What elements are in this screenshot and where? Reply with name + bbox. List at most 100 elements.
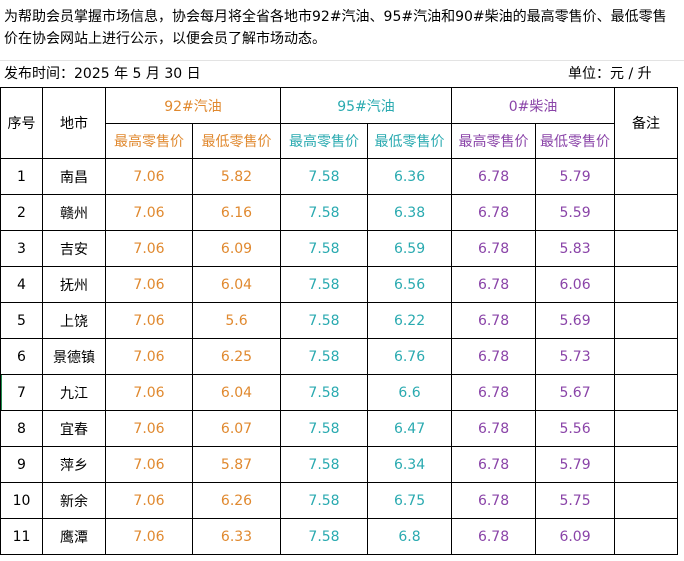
cell-remark [614,446,679,483]
cell-diesel0-max: 6.78 [451,446,537,483]
cell-gas92-max: 7.06 [105,302,193,339]
cell-city: 上饶 [42,302,106,339]
cell-remark [614,518,679,555]
intro-paragraph: 为帮助会员掌握市场信息，协会每月将全省各地市92#汽油、95#汽油和90#柴油的… [4,9,667,47]
header-gas95-max: 最高零售价 [280,123,369,159]
cell-gas92-min: 6.26 [191,482,282,519]
cell-seq: 8 [0,410,43,447]
cell-gas95-max: 7.58 [280,338,369,375]
table-row: 3 吉安 7.06 6.09 7.58 6.59 6.78 5.83 [0,230,679,267]
cell-gas92-min: 6.09 [191,230,282,267]
cell-gas92-min: 6.33 [191,518,282,555]
cell-gas92-max: 7.06 [105,266,193,303]
cell-gas92-max: 7.06 [105,194,193,231]
cell-diesel0-min: 5.59 [535,194,616,231]
cell-seq: 6 [0,338,43,375]
cell-city: 鹰潭 [42,518,106,555]
cell-remark [614,338,679,375]
table-row: 4 抚州 7.06 6.04 7.58 6.56 6.78 6.06 [0,266,679,303]
header-gas92-min: 最低零售价 [191,123,282,159]
table-row: 6 景德镇 7.06 6.25 7.58 6.76 6.78 5.73 [0,338,679,375]
publish-info-row: 发布时间：2025 年 5 月 30 日 单位：元 / 升 [0,60,684,87]
cell-seq: 9 [0,446,43,483]
cell-diesel0-max: 6.78 [451,482,537,519]
cell-city: 赣州 [42,194,106,231]
cell-gas95-min: 6.8 [367,518,453,555]
cell-diesel0-min: 5.79 [535,158,616,195]
cell-seq: 2 [0,194,43,231]
cell-diesel0-max: 6.78 [451,266,537,303]
cell-diesel0-max: 6.78 [451,158,537,195]
cell-gas95-min: 6.6 [367,374,453,411]
cell-diesel0-max: 6.78 [451,230,537,267]
cell-gas95-max: 7.58 [280,230,369,267]
cell-city: 南昌 [42,158,106,195]
cell-gas95-max: 7.58 [280,482,369,519]
cell-seq: 3 [0,230,43,267]
cell-remark [614,374,679,411]
cell-gas95-max: 7.58 [280,374,369,411]
cell-seq: 10 [0,482,43,519]
cell-gas95-max: 7.58 [280,194,369,231]
publish-date: 发布时间：2025 年 5 月 30 日 [4,66,201,82]
cell-gas95-max: 7.58 [280,266,369,303]
header-diesel0: 0#柴油 [451,87,616,124]
cell-seq: 5 [0,302,43,339]
cell-diesel0-min: 6.06 [535,266,616,303]
cell-diesel0-min: 5.79 [535,446,616,483]
table-row: 2 赣州 7.06 6.16 7.58 6.38 6.78 5.59 [0,194,679,231]
cell-gas92-min: 5.6 [191,302,282,339]
cell-city: 九江 [42,374,106,411]
cell-diesel0-max: 6.78 [451,374,537,411]
cell-city: 萍乡 [42,446,106,483]
cell-remark [614,194,679,231]
cell-diesel0-max: 6.78 [451,518,537,555]
cell-gas95-max: 7.58 [280,158,369,195]
cell-gas95-max: 7.58 [280,518,369,555]
cell-gas92-min: 6.04 [191,266,282,303]
cell-diesel0-min: 5.69 [535,302,616,339]
cell-gas95-max: 7.58 [280,410,369,447]
cell-gas92-min: 6.07 [191,410,282,447]
cell-gas95-max: 7.58 [280,302,369,339]
cell-diesel0-min: 5.67 [535,374,616,411]
cell-diesel0-max: 6.78 [451,194,537,231]
cell-gas95-min: 6.59 [367,230,453,267]
cell-gas92-min: 6.25 [191,338,282,375]
cell-city: 景德镇 [42,338,106,375]
cell-gas95-min: 6.76 [367,338,453,375]
table-body: 1 南昌 7.06 5.82 7.58 6.36 6.78 5.79 2 赣州 … [0,158,679,555]
cell-diesel0-min: 5.56 [535,410,616,447]
cell-gas95-min: 6.36 [367,158,453,195]
cell-gas92-max: 7.06 [105,482,193,519]
cell-remark [614,410,679,447]
table-row: 8 宜春 7.06 6.07 7.58 6.47 6.78 5.56 [0,410,679,447]
cell-gas95-min: 6.56 [367,266,453,303]
header-seq: 序号 [0,87,43,159]
cell-gas92-max: 7.06 [105,158,193,195]
cell-gas95-min: 6.75 [367,482,453,519]
header-row-top: 序号 地市 92#汽油 95#汽油 0#柴油 备注 [0,87,679,159]
table-row: 9 萍乡 7.06 5.87 7.58 6.34 6.78 5.79 [0,446,679,483]
cell-city: 新余 [42,482,106,519]
cell-gas92-max: 7.06 [105,410,193,447]
cell-city: 抚州 [42,266,106,303]
table-row: 5 上饶 7.06 5.6 7.58 6.22 6.78 5.69 [0,302,679,339]
cell-seq: 1 [0,158,43,195]
fuel-price-table: 序号 地市 92#汽油 95#汽油 0#柴油 备注 最高零售价 最低零售价 最高… [0,87,679,555]
cell-gas95-min: 6.22 [367,302,453,339]
header-diesel0-max: 最高零售价 [451,123,537,159]
cell-gas92-max: 7.06 [105,446,193,483]
cell-diesel0-min: 6.09 [535,518,616,555]
header-row-sub: 最高零售价 最低零售价 最高零售价 最低零售价 最高零售价 最低零售价 [1,123,678,159]
cell-city: 宜春 [42,410,106,447]
header-remark: 备注 [614,87,679,159]
header-diesel0-min: 最低零售价 [535,123,616,159]
header-city: 地市 [42,87,106,159]
cell-gas92-max: 7.06 [105,230,193,267]
cell-gas92-min: 5.82 [191,158,282,195]
cell-gas92-max: 7.06 [105,374,193,411]
header-gas92: 92#汽油 [104,87,282,124]
cell-gas95-min: 6.34 [367,446,453,483]
table-row: 10 新余 7.06 6.26 7.58 6.75 6.78 5.75 [0,482,679,519]
